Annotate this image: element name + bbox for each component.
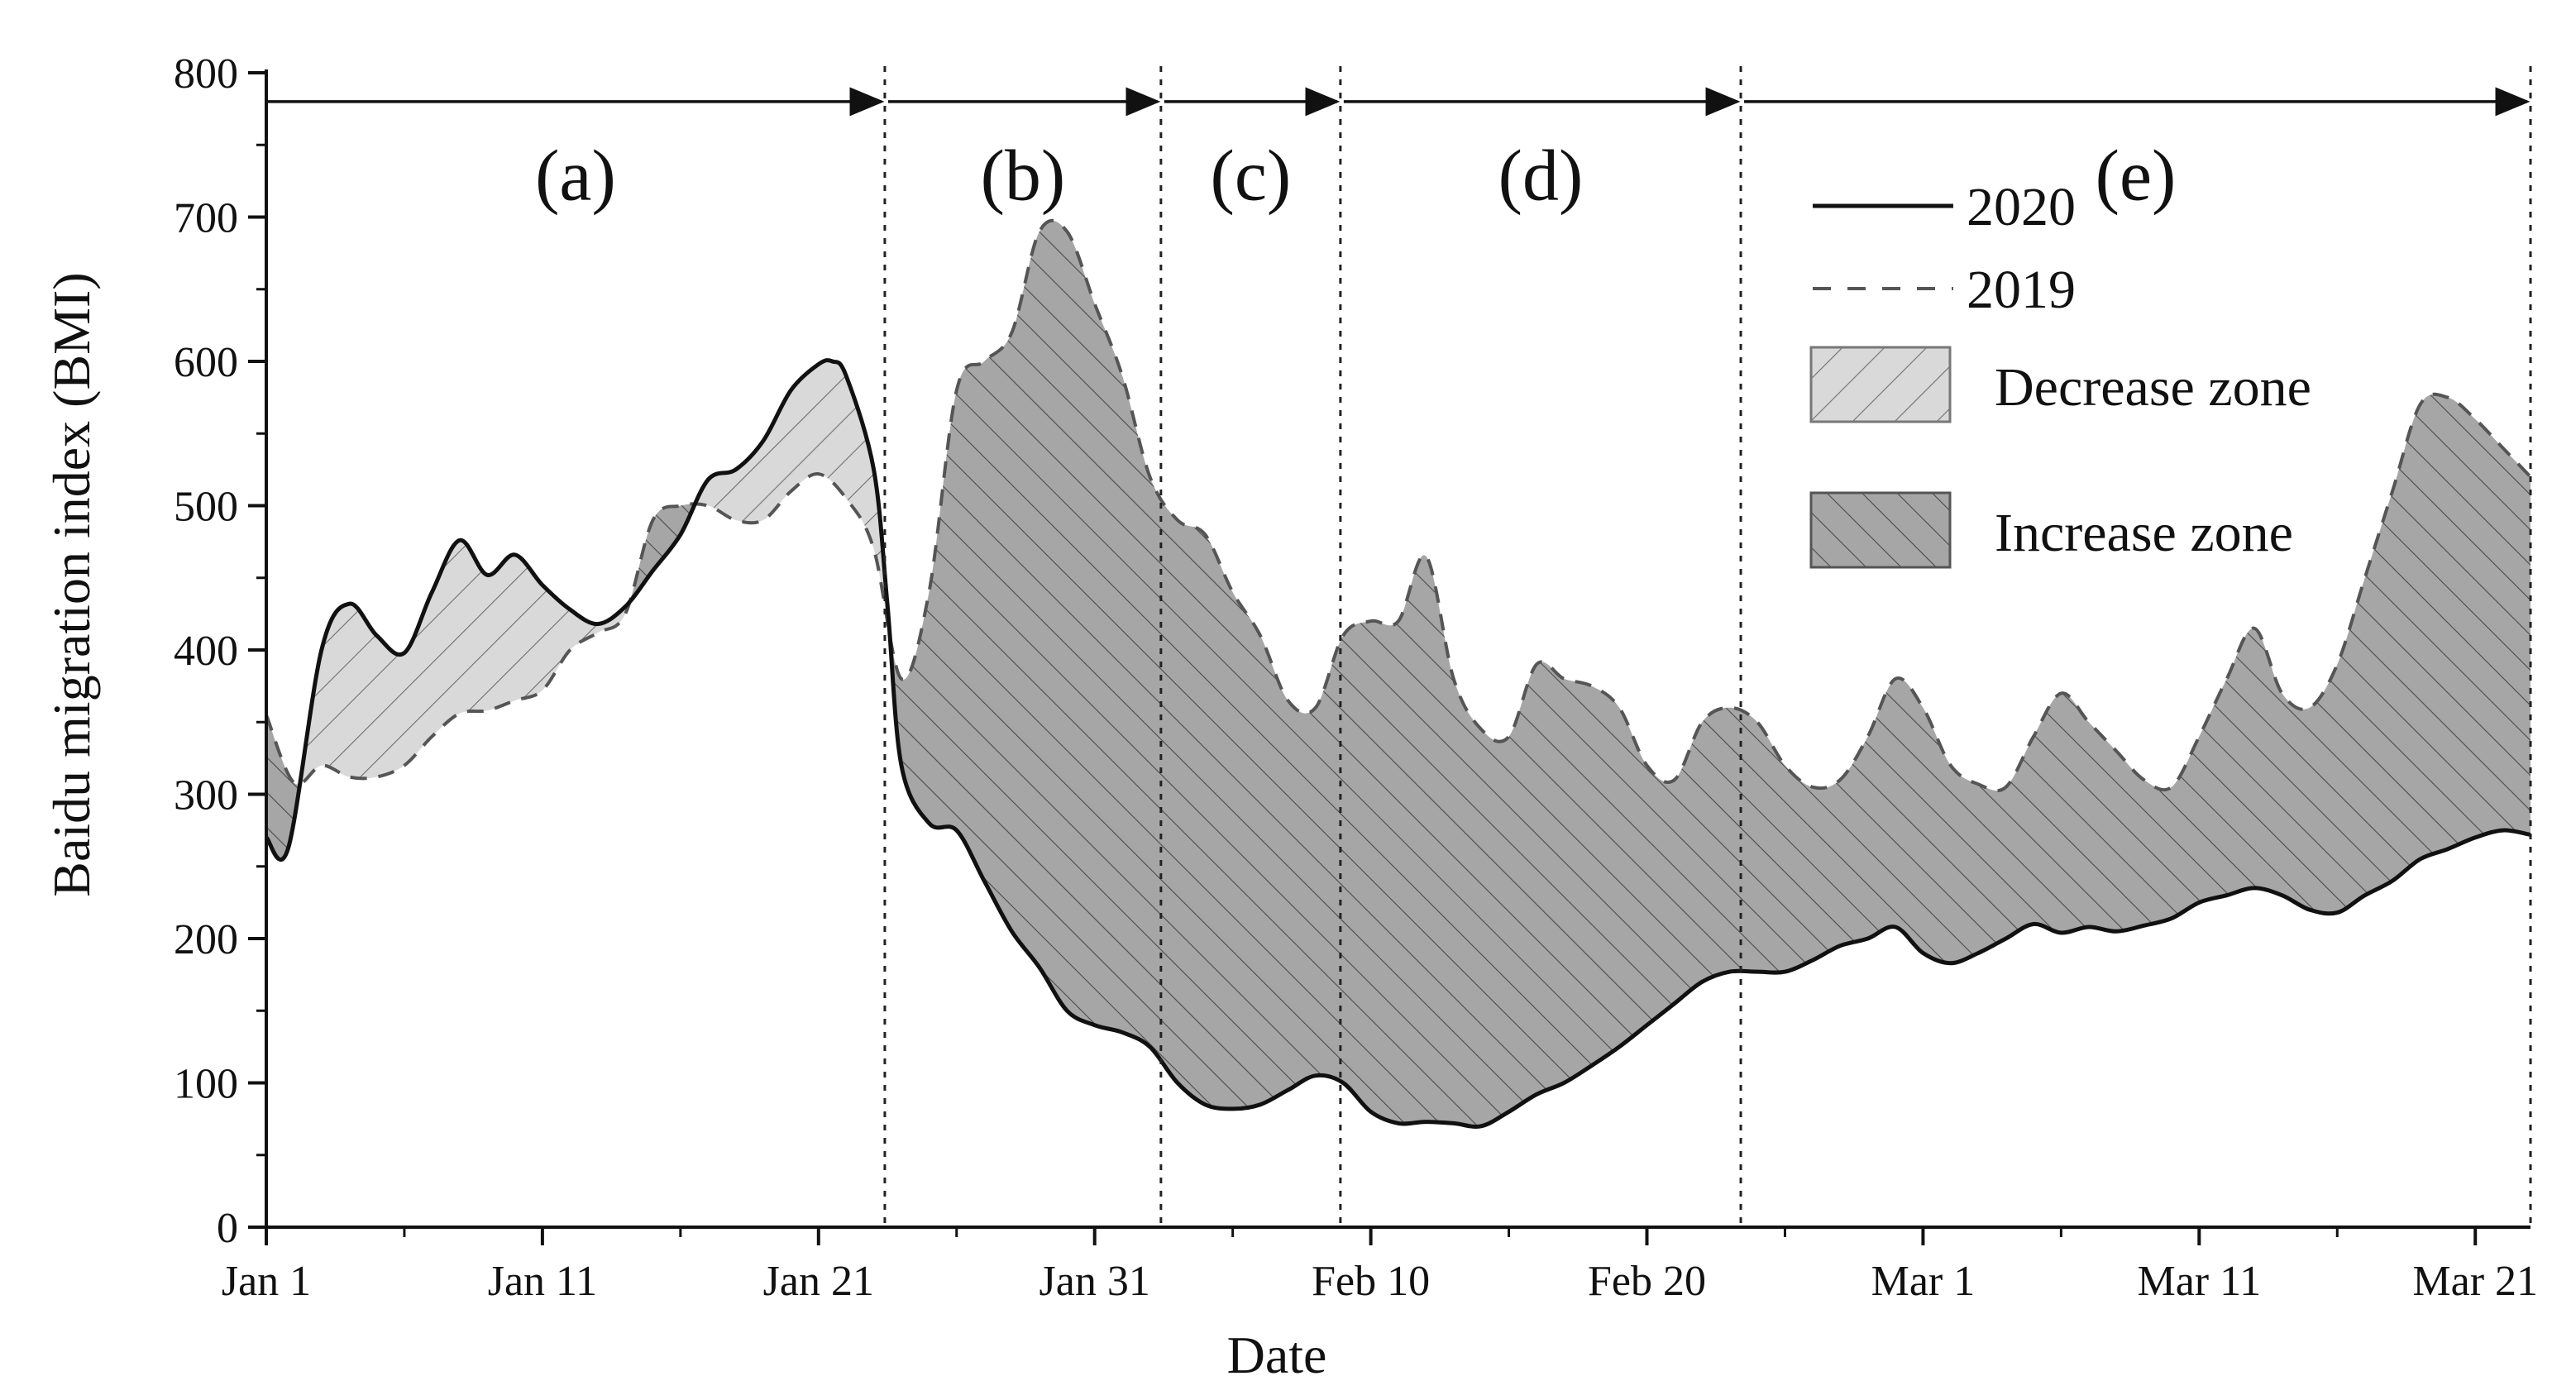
x-tick-label: Feb 20 — [1588, 1258, 1706, 1305]
phase-dividers — [883, 66, 2532, 1227]
fill-zones — [266, 220, 2531, 1127]
series-line-2020 — [266, 358, 2531, 1129]
x-tick-label: Jan 31 — [1039, 1258, 1150, 1305]
legend-label-2020: 2020 — [1967, 177, 2076, 237]
y-tick-label-200: 200 — [174, 916, 238, 963]
x-tick-label: Jan 11 — [488, 1258, 597, 1305]
y-tick-label-0: 0 — [217, 1205, 238, 1252]
x-tick-label: Mar 11 — [2137, 1258, 2261, 1305]
x-tick-label: Jan 1 — [222, 1258, 311, 1305]
y-tick-label-600: 600 — [174, 339, 238, 386]
y-tick-label-400: 400 — [174, 628, 238, 675]
phase-label-3: (c) — [1211, 136, 1292, 217]
series-line-2019 — [266, 218, 2531, 793]
y-tick-label-800: 800 — [174, 50, 238, 98]
phase-label-1: (a) — [535, 136, 616, 217]
y-tick-label-300: 300 — [174, 772, 238, 819]
axes: 0 100 200 300 400 500 600 700 800 Jan 1 Jan 11 Jan … — [174, 50, 2538, 1305]
legend-swatch-decrease — [1809, 346, 1952, 423]
x-tick-label: Mar 1 — [1871, 1258, 1976, 1305]
legend: 2020 2019 Decrease zone Increase zone — [1809, 177, 2311, 569]
legend-label-decrease: Decrease zone — [1995, 357, 2311, 418]
x-axis-title: Date — [1227, 1326, 1327, 1384]
y-tick-label-500: 500 — [174, 484, 238, 531]
phase-label-5: (e) — [2096, 136, 2177, 217]
legend-label-2019: 2019 — [1967, 260, 2076, 320]
phase-arrows: (a) (b) (c) (d) (e) — [266, 87, 2531, 217]
y-tick-label-700: 700 — [174, 195, 238, 242]
x-tick-label: Jan 21 — [763, 1258, 874, 1305]
legend-swatch-increase — [1809, 491, 1952, 569]
x-tick-label: Mar 21 — [2412, 1258, 2538, 1305]
x-tick-label: Feb 10 — [1312, 1258, 1430, 1305]
y-axis-title: Baidu migration index (BMI) — [42, 272, 101, 896]
phase-label-4: (d) — [1498, 136, 1584, 217]
y-tick-label-100: 100 — [174, 1061, 238, 1108]
phase-label-2: (b) — [981, 136, 1066, 217]
legend-label-increase: Increase zone — [1995, 503, 2293, 563]
series-lines — [266, 218, 2531, 1129]
